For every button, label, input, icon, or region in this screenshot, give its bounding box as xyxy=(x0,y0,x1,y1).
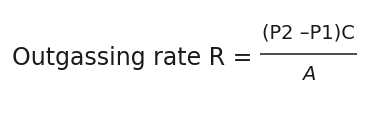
Text: (P2 –P1)C: (P2 –P1)C xyxy=(262,23,355,42)
Text: A: A xyxy=(302,64,315,83)
Text: Outgassing rate R =: Outgassing rate R = xyxy=(12,45,260,69)
